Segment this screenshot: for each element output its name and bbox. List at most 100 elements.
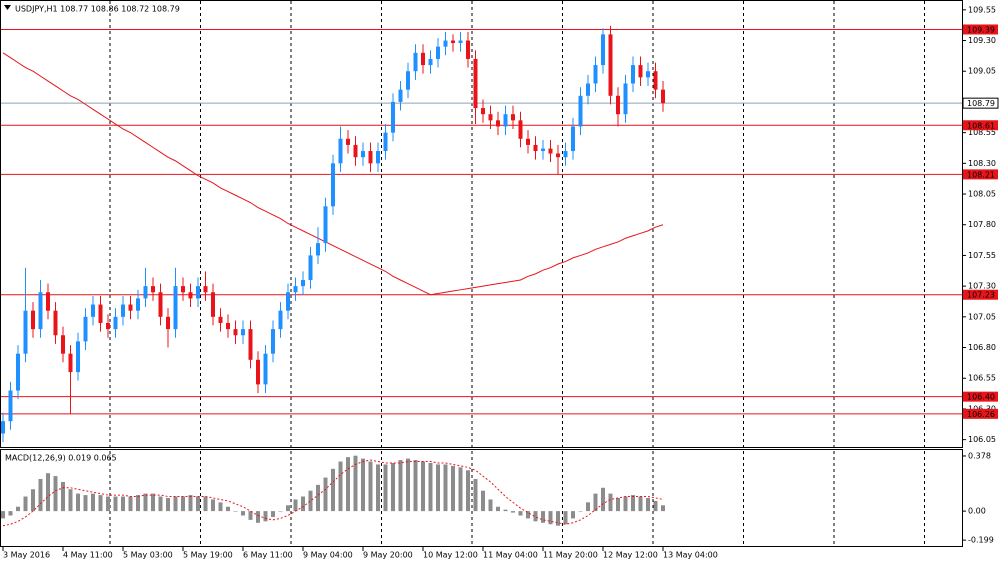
macd-bar [211, 499, 215, 512]
y-tick-label: 106.80 [968, 343, 996, 352]
candle-body [316, 243, 320, 256]
macd-bar [68, 489, 73, 512]
candle-body [593, 65, 598, 84]
candle-body [661, 89, 665, 104]
candle-body [271, 329, 275, 354]
candle-body [76, 341, 80, 373]
candle-body [301, 279, 305, 287]
macd-bar [286, 505, 290, 512]
macd-bar [638, 496, 643, 512]
macd-bar [143, 493, 148, 512]
x-tick-label: 13 May 04:00 [663, 551, 718, 560]
candle-body [541, 148, 545, 152]
macd-bar [578, 511, 583, 512]
macd-bar [496, 506, 500, 512]
macd-bar [661, 505, 665, 512]
candle-body [286, 292, 290, 311]
macd-bar [98, 495, 103, 512]
candle-body [23, 310, 28, 354]
y-tick-label: 107.30 [968, 282, 996, 291]
candle-body [1, 421, 5, 434]
macd-bar [53, 476, 58, 512]
macd-bar [353, 455, 358, 512]
candle-body [638, 65, 643, 78]
candle-body [436, 46, 440, 59]
macd-bar [586, 502, 590, 512]
macd-bar [233, 511, 238, 512]
x-tick-label: 3 May 2016 [3, 551, 50, 560]
candle-body [458, 40, 463, 43]
candle-body [353, 144, 358, 158]
y-tick-label: 106.55 [968, 374, 996, 383]
macd-bar [301, 496, 305, 512]
macd-bar [16, 506, 20, 512]
x-tick-label: 4 May 11:00 [63, 551, 113, 560]
level-box [963, 120, 998, 131]
y-tick-label: 109.30 [968, 36, 996, 45]
macd-bar [181, 496, 185, 512]
candle-body [226, 322, 230, 330]
last-price-label: 108.79 [967, 99, 995, 108]
macd-bar [128, 496, 133, 512]
candle-body [646, 71, 650, 78]
macd-bar [83, 495, 88, 512]
candle-body [181, 286, 185, 293]
candle-body [53, 310, 58, 336]
level-box [963, 24, 998, 35]
macd-bar [436, 464, 440, 512]
macd-bar [316, 484, 320, 512]
macd-bar [481, 490, 485, 512]
macd-bar [443, 464, 448, 512]
candle-body [83, 316, 88, 342]
macd-bar [293, 499, 298, 512]
y-tick-label: 0.00 [968, 507, 986, 516]
macd-bar [361, 458, 365, 512]
candle-body [323, 206, 328, 244]
candle-body [113, 316, 118, 330]
level-box [963, 169, 998, 180]
x-tick-label: 6 May 11:00 [243, 551, 293, 560]
macd-bar [226, 506, 230, 512]
macd-bar [503, 509, 508, 512]
candle-body [428, 58, 433, 66]
candle-body [653, 71, 658, 90]
candle-body [8, 390, 13, 422]
macd-bar [46, 473, 50, 512]
macd-bar [136, 495, 140, 512]
macd-bar [458, 467, 463, 512]
candle-body [338, 138, 343, 164]
macd-bar [166, 497, 170, 512]
y-tick-label: 109.05 [968, 67, 996, 76]
chart-title: USDJPY,H1 108.77 108.86 108.72 108.79 [15, 5, 180, 14]
candle-body [233, 329, 238, 336]
macd-bar [608, 493, 613, 512]
macd-bar [38, 479, 43, 512]
macd-bar [151, 493, 155, 512]
candle-body [451, 40, 455, 43]
macd-bar [623, 496, 628, 512]
macd-bar [263, 511, 268, 522]
candle-body [473, 58, 478, 109]
candle-body [518, 120, 523, 139]
macd-bar [593, 493, 598, 512]
macd-bar [473, 479, 478, 512]
candle-body [563, 151, 568, 158]
candle-body [631, 65, 635, 84]
macd-bar [188, 495, 193, 512]
macd-bar [173, 496, 178, 512]
macd-frame [0, 449, 963, 547]
macd-bar [653, 500, 658, 512]
candle-body [578, 95, 583, 127]
candle-body [368, 151, 373, 164]
macd-bar [526, 511, 530, 519]
macd-bar [556, 511, 560, 526]
candle-body [173, 286, 178, 330]
candle-body [421, 52, 425, 66]
macd-bar [338, 461, 343, 512]
level-label: 106.40 [967, 393, 995, 402]
level-box [963, 408, 998, 419]
candle-body [608, 34, 613, 96]
macd-bar [278, 511, 283, 512]
